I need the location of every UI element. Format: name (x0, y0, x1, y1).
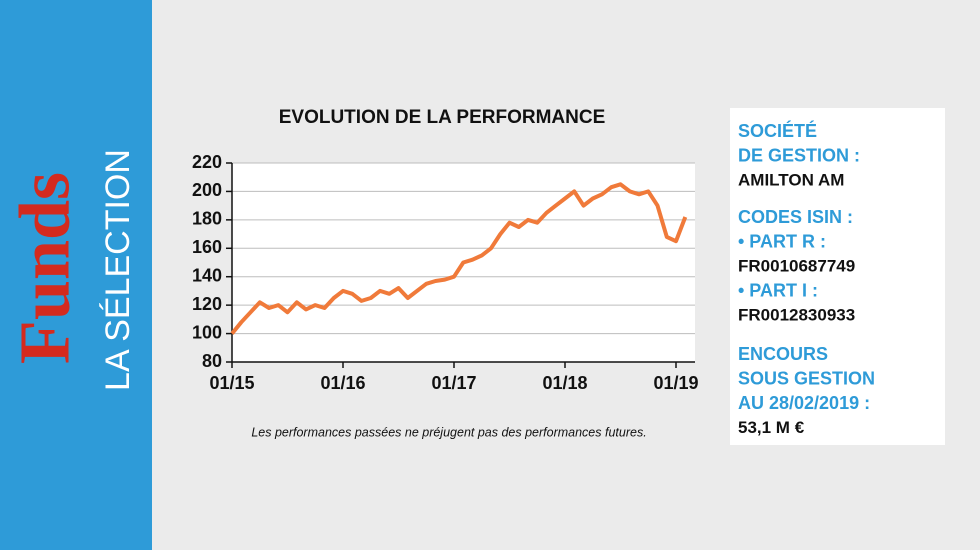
x-tick-label: 01/16 (320, 373, 365, 393)
y-tick-label: 140 (192, 265, 222, 285)
y-tick-label: 200 (192, 180, 222, 200)
info-label: DE GESTION : (738, 145, 860, 165)
info-value: FR0012830933 (738, 305, 855, 324)
info-label: SOCIÉTÉ (738, 120, 817, 141)
x-tick-label: 01/19 (653, 373, 698, 393)
info-value: 53,1 M € (738, 418, 805, 437)
info-value: AMILTON AM (738, 170, 844, 189)
info-label: • PART R : (738, 231, 826, 251)
y-tick-label: 180 (192, 209, 222, 229)
y-tick-label: 80 (202, 351, 222, 371)
chart-note: Les performances passées ne préjugent pa… (251, 425, 646, 439)
y-tick-label: 120 (192, 294, 222, 314)
info-value: FR0010687749 (738, 256, 855, 275)
info-box (730, 108, 945, 445)
y-tick-label: 160 (192, 237, 222, 257)
sidebar (0, 0, 152, 550)
y-tick-label: 100 (192, 322, 222, 342)
info-label: CODES ISIN : (738, 207, 853, 227)
brand: Funds (5, 172, 85, 364)
info-label: SOUS GESTION (738, 368, 875, 388)
info-label: ENCOURS (738, 344, 828, 364)
x-tick-label: 01/17 (431, 373, 476, 393)
x-tick-label: 01/15 (209, 373, 254, 393)
info-label: • PART I : (738, 280, 818, 300)
y-tick-label: 220 (192, 152, 222, 172)
chart-title: EVOLUTION DE LA PERFORMANCE (279, 107, 606, 128)
subtitle: LA SÉLECTION (99, 149, 137, 391)
x-tick-label: 01/18 (542, 373, 587, 393)
info-label: AU 28/02/2019 : (738, 393, 870, 413)
series-line (230, 182, 688, 335)
